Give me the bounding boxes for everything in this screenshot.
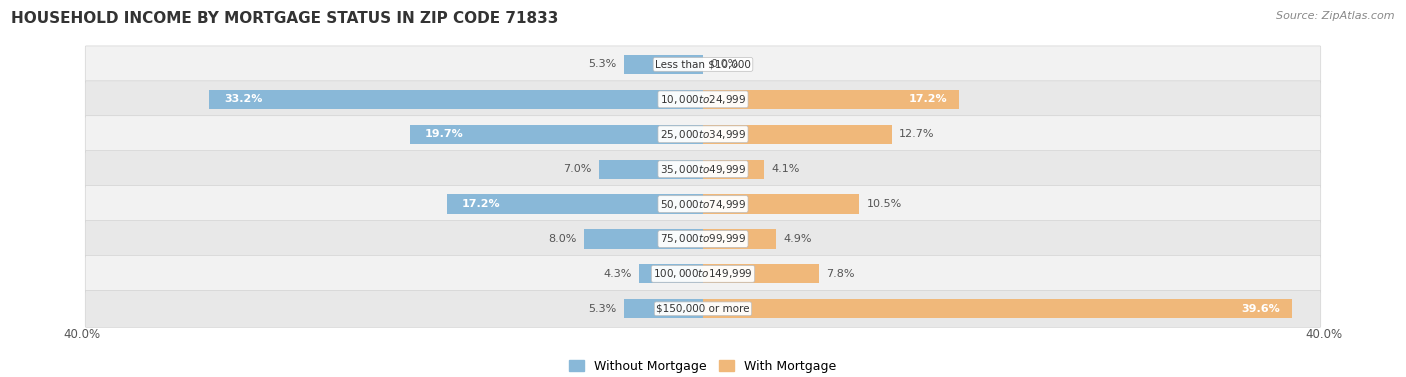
Text: 17.2%: 17.2% <box>908 94 946 104</box>
Bar <box>447 195 703 214</box>
Text: 7.8%: 7.8% <box>827 269 855 279</box>
Text: 4.1%: 4.1% <box>772 164 800 174</box>
Bar <box>624 55 703 74</box>
Bar <box>703 299 1292 319</box>
FancyBboxPatch shape <box>86 46 1320 83</box>
Text: 10.5%: 10.5% <box>866 199 901 209</box>
Text: $150,000 or more: $150,000 or more <box>657 304 749 314</box>
FancyBboxPatch shape <box>86 116 1320 153</box>
FancyBboxPatch shape <box>86 151 1320 188</box>
Text: 19.7%: 19.7% <box>425 129 464 139</box>
Bar <box>703 159 763 179</box>
Text: 4.9%: 4.9% <box>783 234 811 244</box>
Text: $10,000 to $24,999: $10,000 to $24,999 <box>659 93 747 106</box>
Bar <box>624 299 703 319</box>
Text: 5.3%: 5.3% <box>589 304 617 314</box>
FancyBboxPatch shape <box>86 221 1320 257</box>
FancyBboxPatch shape <box>86 185 1320 222</box>
Bar <box>411 125 703 144</box>
Bar <box>703 229 776 248</box>
Legend: Without Mortgage, With Mortgage: Without Mortgage, With Mortgage <box>569 360 837 372</box>
Bar <box>209 90 703 109</box>
Text: Less than $10,000: Less than $10,000 <box>655 60 751 69</box>
Text: 12.7%: 12.7% <box>900 129 935 139</box>
Bar <box>640 264 703 284</box>
Text: $100,000 to $149,999: $100,000 to $149,999 <box>654 267 752 280</box>
Text: 5.3%: 5.3% <box>589 60 617 69</box>
Text: Source: ZipAtlas.com: Source: ZipAtlas.com <box>1277 11 1395 21</box>
Text: 17.2%: 17.2% <box>463 199 501 209</box>
Text: 39.6%: 39.6% <box>1241 304 1279 314</box>
Text: 40.0%: 40.0% <box>63 328 101 341</box>
Text: 40.0%: 40.0% <box>1305 328 1343 341</box>
Bar <box>599 159 703 179</box>
Text: 33.2%: 33.2% <box>224 94 263 104</box>
Bar <box>703 264 818 284</box>
Text: 7.0%: 7.0% <box>564 164 592 174</box>
Bar <box>583 229 703 248</box>
Bar <box>703 90 959 109</box>
Text: $50,000 to $74,999: $50,000 to $74,999 <box>659 198 747 211</box>
Text: 8.0%: 8.0% <box>548 234 576 244</box>
Text: 0.0%: 0.0% <box>710 60 738 69</box>
FancyBboxPatch shape <box>86 81 1320 118</box>
Bar <box>703 195 859 214</box>
Text: $35,000 to $49,999: $35,000 to $49,999 <box>659 162 747 176</box>
FancyBboxPatch shape <box>86 290 1320 327</box>
Text: $25,000 to $34,999: $25,000 to $34,999 <box>659 128 747 141</box>
Text: $75,000 to $99,999: $75,000 to $99,999 <box>659 233 747 245</box>
Text: HOUSEHOLD INCOME BY MORTGAGE STATUS IN ZIP CODE 71833: HOUSEHOLD INCOME BY MORTGAGE STATUS IN Z… <box>11 11 558 26</box>
FancyBboxPatch shape <box>86 255 1320 293</box>
Text: 4.3%: 4.3% <box>603 269 631 279</box>
Bar <box>703 125 891 144</box>
